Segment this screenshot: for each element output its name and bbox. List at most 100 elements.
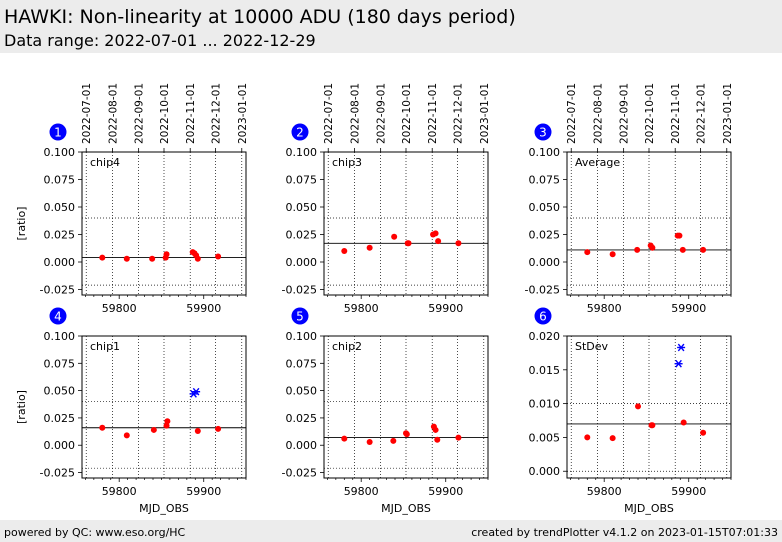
data-point (455, 434, 462, 441)
outlier-point (677, 343, 686, 352)
panel-label: StDev (575, 340, 609, 353)
plot-frame (81, 151, 247, 296)
date-tick-label: 2022-08-01 (592, 83, 604, 144)
data-point (194, 255, 201, 262)
panel-number-badge (291, 307, 309, 325)
y-tick-label: 0.100 (286, 330, 318, 343)
panel-number-badge (534, 123, 552, 141)
y-tick-label: -0.025 (40, 284, 75, 297)
x-tick-label: 59800 (587, 485, 622, 498)
data-point (403, 431, 410, 438)
y-tick-label: 0.075 (286, 174, 318, 187)
panel-number-badge (291, 123, 309, 141)
y-tick-label: 0.025 (44, 229, 76, 242)
data-range-subtitle: Data range: 2022-07-01 ... 2022-12-29 (4, 31, 316, 50)
y-tick-label: 0.075 (286, 357, 318, 370)
y-tick-label: 0.100 (286, 146, 318, 159)
x-tick-label: 59900 (671, 485, 706, 498)
footer-powered-by: powered by QC: www.eso.org/HC (4, 526, 186, 539)
panel-number-badge (49, 123, 67, 141)
data-point (405, 240, 412, 247)
plot-frame (566, 335, 732, 479)
panel-number-label: 3 (539, 126, 547, 140)
data-point (700, 429, 707, 436)
data-point (432, 230, 439, 237)
x-tick-label: 59800 (102, 485, 137, 498)
date-tick-label: 2022-12-01 (696, 83, 708, 144)
data-point (366, 244, 373, 251)
panel-number-label: 1 (54, 126, 62, 140)
y-tick-label: 0.075 (44, 357, 76, 370)
date-tick-label: 2023-01-01 (722, 83, 734, 144)
data-point (435, 238, 442, 245)
y-tick-label: 0.025 (286, 229, 318, 242)
x-tick-label: 59900 (428, 302, 463, 315)
report-title: HAWKI: Non-linearity at 10000 ADU (180 d… (4, 6, 516, 28)
trend-plots: 2022-07-01 2022-08-01 2022-09-01 2022-10-01… (15, 83, 734, 515)
y-tick-label: 0.050 (529, 201, 561, 214)
data-point (676, 232, 683, 239)
date-tick-label: 2022-12-01 (211, 83, 223, 144)
plot-frame (323, 335, 489, 479)
data-point (150, 426, 157, 433)
y-tick-label: -0.025 (525, 284, 560, 297)
y-tick-label: 0.100 (44, 146, 76, 159)
data-point (99, 254, 106, 261)
y-tick-label: -0.025 (282, 467, 317, 480)
y-tick-label: 0.025 (44, 412, 76, 425)
date-tick-label: 2022-08-01 (107, 83, 119, 144)
y-tick-label: 0.100 (44, 330, 76, 343)
date-tick-label: 2022-11-01 (670, 83, 682, 144)
data-point (635, 403, 642, 410)
panel-number-badge (534, 307, 552, 325)
data-point (609, 435, 616, 442)
outlier-point (674, 359, 683, 368)
plot-frame (566, 151, 732, 296)
panel-label: chip4 (90, 156, 120, 169)
y-tick-label: -0.025 (282, 284, 317, 297)
data-point (700, 246, 707, 253)
plot-frame (323, 151, 489, 296)
x-tick-label: 59900 (186, 302, 221, 315)
plot-panel-5: 0.100 0.075 0.050 0.025 0.000 -0.025 59800 5990… (282, 307, 489, 515)
plot-panel-2: 2022-07-01 2022-08-01 2022-09-01 2022-10-01… (282, 83, 491, 315)
date-tick-label: 2022-11-01 (427, 83, 439, 144)
outlier-stroke (675, 359, 682, 368)
panel-label: chip1 (90, 340, 120, 353)
y-tick-label: 0.000 (286, 256, 318, 269)
data-point (609, 251, 616, 258)
date-tick-label: 2022-09-01 (619, 83, 631, 144)
date-tick-label: 2022-07-01 (566, 83, 578, 144)
date-tick-label: 2022-09-01 (376, 83, 388, 144)
data-point (584, 249, 591, 256)
data-point (149, 255, 156, 262)
date-tick-label: 2022-07-01 (323, 83, 335, 144)
plot-panel-4: 0.100 0.075 0.050 0.025 0.000 -0.025 59800 5990… (15, 307, 247, 515)
x-tick-label: 59900 (428, 485, 463, 498)
x-axis-label: MJD_OBS (139, 502, 189, 515)
data-point (584, 434, 591, 441)
panel-number-label: 6 (539, 310, 547, 324)
data-point (649, 244, 656, 251)
y-tick-label: 0.050 (44, 385, 76, 398)
date-tick-label: 2022-12-01 (453, 83, 465, 144)
x-tick-label: 59800 (102, 302, 137, 315)
y-tick-label: 0.005 (529, 431, 561, 444)
data-point (341, 248, 348, 254)
report-footer: powered by QC: www.eso.org/HC created by… (0, 520, 782, 542)
panel-label: chip2 (332, 340, 362, 353)
data-point (680, 419, 687, 426)
panel-label: chip3 (332, 156, 362, 169)
data-point (99, 424, 106, 431)
x-axis-label: MJD_OBS (381, 502, 431, 515)
date-tick-label: 2022-10-01 (644, 83, 656, 144)
y-tick-label: 0.075 (529, 174, 561, 187)
y-tick-label: 0.050 (44, 201, 76, 214)
plot-panel-6: 0.020 0.015 0.010 0.005 0.000 59800 59900 StDev… (529, 307, 732, 515)
plot-panel-3: 2022-07-01 2022-08-01 2022-09-01 2022-10-01… (525, 83, 734, 315)
date-tick-label: 2023-01-01 (237, 83, 249, 144)
data-point (194, 428, 201, 435)
date-tick-label: 2022-07-01 (81, 83, 93, 144)
data-point (679, 246, 686, 253)
data-point (390, 437, 397, 444)
